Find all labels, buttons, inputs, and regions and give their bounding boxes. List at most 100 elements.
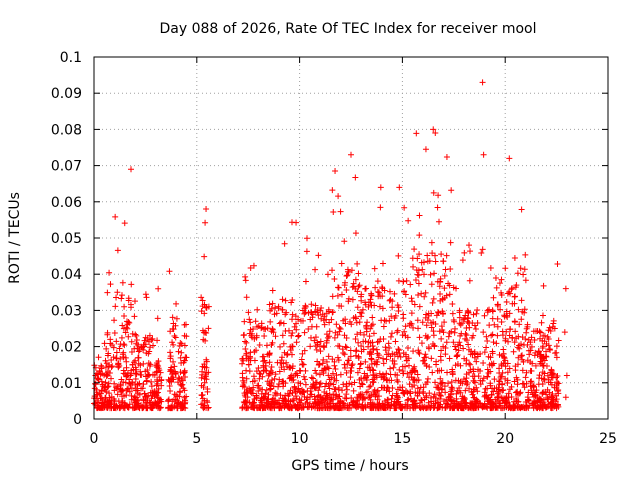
data-point — [504, 290, 511, 297]
data-point — [434, 204, 441, 211]
data-point — [125, 385, 132, 392]
data-point — [365, 339, 372, 346]
data-point — [343, 395, 350, 402]
data-point — [288, 299, 295, 306]
data-point — [330, 381, 337, 388]
data-point — [372, 392, 379, 399]
data-point — [145, 392, 152, 399]
data-point — [540, 282, 547, 289]
data-point — [340, 317, 347, 324]
data-point — [443, 400, 450, 407]
data-point — [279, 332, 286, 339]
data-point — [373, 361, 380, 368]
data-point — [516, 342, 523, 349]
data-point — [245, 309, 252, 316]
data-point — [368, 355, 375, 362]
data-point — [451, 405, 458, 412]
data-point — [428, 281, 435, 288]
data-point — [270, 329, 277, 336]
data-point — [198, 294, 205, 301]
data-point — [312, 302, 319, 309]
data-point — [280, 360, 287, 367]
data-point — [498, 373, 505, 380]
data-point — [336, 324, 343, 331]
data-point — [463, 360, 470, 367]
data-point — [462, 330, 469, 337]
data-point — [423, 362, 430, 369]
data-point — [424, 379, 431, 386]
data-point — [554, 372, 561, 379]
data-point — [474, 353, 481, 360]
data-point — [414, 385, 421, 392]
data-point — [295, 316, 302, 323]
data-point — [273, 390, 280, 397]
data-point — [525, 389, 532, 396]
data-point — [489, 308, 496, 315]
data-point — [362, 374, 369, 381]
data-point — [297, 399, 304, 406]
data-point — [429, 299, 436, 306]
data-point — [354, 288, 361, 295]
data-point — [139, 385, 146, 392]
data-point — [430, 319, 437, 326]
data-point — [108, 364, 115, 371]
data-point — [459, 393, 466, 400]
data-point — [410, 263, 417, 270]
data-point — [332, 167, 339, 174]
data-point — [95, 354, 102, 361]
data-point — [334, 331, 341, 338]
data-point — [457, 362, 464, 369]
data-point — [485, 353, 492, 360]
data-point — [242, 393, 249, 400]
data-point — [293, 326, 300, 333]
data-point — [352, 174, 359, 181]
data-point — [506, 332, 513, 339]
data-point — [119, 351, 126, 358]
data-point — [460, 316, 467, 323]
data-point — [481, 393, 488, 400]
data-point — [490, 294, 497, 301]
data-point — [540, 375, 547, 382]
data-point — [179, 404, 186, 411]
data-point — [493, 340, 500, 347]
data-point — [396, 184, 403, 191]
data-point — [120, 393, 127, 400]
data-point — [249, 404, 256, 411]
data-point — [337, 326, 344, 333]
data-point — [439, 308, 446, 315]
data-point — [356, 365, 363, 372]
data-point — [312, 379, 319, 386]
data-point — [545, 336, 552, 343]
data-point — [251, 377, 258, 384]
data-point — [323, 310, 330, 317]
data-point — [453, 390, 460, 397]
data-point — [554, 261, 561, 268]
data-point — [201, 301, 208, 308]
data-point — [317, 338, 324, 345]
data-point — [446, 291, 453, 298]
data-point — [321, 321, 328, 328]
data-point — [318, 399, 325, 406]
data-point — [320, 317, 327, 324]
data-point — [303, 235, 310, 242]
data-point — [128, 349, 135, 356]
data-point — [117, 355, 124, 362]
data-point — [202, 304, 209, 311]
data-point — [486, 322, 493, 329]
data-point — [138, 401, 145, 408]
data-point — [494, 323, 501, 330]
data-point — [433, 312, 440, 319]
data-point — [474, 307, 481, 314]
x-tick-label: 20 — [496, 431, 514, 447]
data-point — [379, 293, 386, 300]
data-point — [123, 364, 130, 371]
data-point — [366, 383, 373, 390]
data-point — [481, 400, 488, 407]
data-point — [513, 389, 520, 396]
data-point — [302, 278, 309, 285]
data-point — [287, 387, 294, 394]
data-point — [563, 372, 570, 379]
data-point — [471, 386, 478, 393]
data-point — [370, 330, 377, 337]
data-point — [430, 404, 437, 411]
